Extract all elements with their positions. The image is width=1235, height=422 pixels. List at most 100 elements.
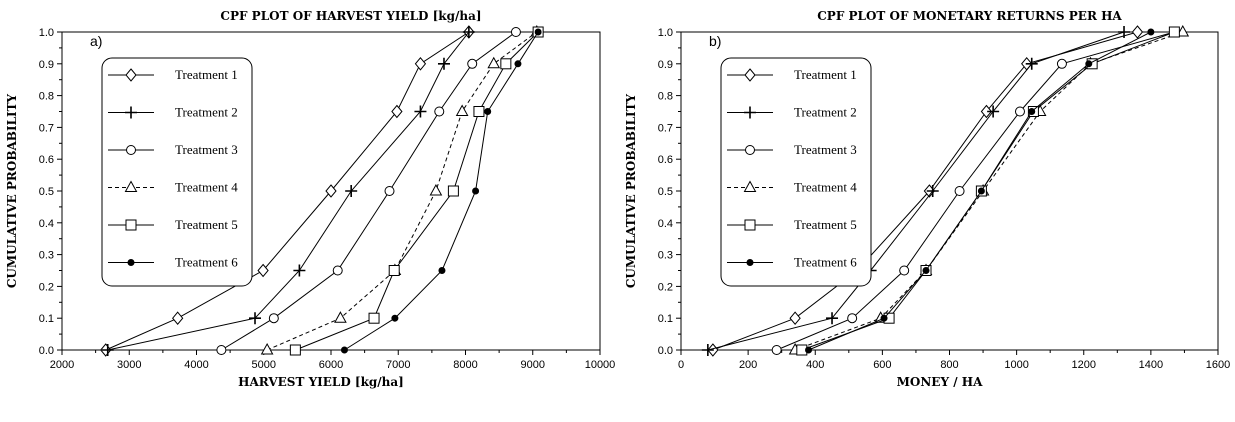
data-point xyxy=(391,104,403,119)
data-point xyxy=(926,185,939,197)
legend-entry: Treatment 1 xyxy=(727,67,857,82)
data-point xyxy=(534,28,542,36)
data-point xyxy=(437,57,450,70)
x-tick-label: 8000 xyxy=(453,359,477,371)
legend-entry: Treatment 2 xyxy=(108,105,238,120)
y-tick-label: 0.1 xyxy=(39,313,54,325)
data-point xyxy=(826,312,839,325)
data-point xyxy=(447,185,459,197)
y-tick-label: 0.3 xyxy=(39,250,54,262)
x-tick-label: 9000 xyxy=(521,359,545,371)
legend-label: Treatment 5 xyxy=(175,217,238,232)
legend-marker xyxy=(744,68,756,82)
legend-label: Treatment 2 xyxy=(175,105,238,120)
legend-marker xyxy=(744,106,756,119)
data-point xyxy=(977,187,985,195)
data-point xyxy=(701,344,714,356)
legend-marker xyxy=(126,145,136,155)
y-tick-label: 0.4 xyxy=(39,218,54,230)
legend-marker xyxy=(744,219,756,231)
data-point xyxy=(101,344,114,356)
y-tick-label: 0.8 xyxy=(39,91,54,103)
data-point xyxy=(325,184,337,198)
data-point xyxy=(805,346,813,354)
data-point xyxy=(1147,28,1155,36)
y-tick-label: 0.7 xyxy=(658,122,673,134)
data-point xyxy=(899,265,910,276)
x-tick-label: 800 xyxy=(940,359,958,371)
x-tick-label: 10000 xyxy=(585,359,616,371)
data-point xyxy=(332,265,343,276)
y-tick-label: 0.9 xyxy=(658,59,673,71)
data-point xyxy=(1131,25,1144,39)
data-point xyxy=(368,312,380,324)
y-tick-label: 0.4 xyxy=(658,218,673,230)
series-treatment-2 xyxy=(101,26,475,356)
data-point xyxy=(414,105,427,118)
legend-box xyxy=(720,57,872,287)
legend-label: Treatment 3 xyxy=(175,142,238,157)
legend-label: Treatment 1 xyxy=(175,67,238,82)
x-tick-label: 1600 xyxy=(1206,359,1230,371)
y-tick-label: 0.7 xyxy=(39,122,54,134)
data-point xyxy=(922,267,930,274)
data-point xyxy=(434,106,445,117)
data-point xyxy=(429,183,443,196)
legend-entry: Treatment 4 xyxy=(108,180,238,195)
data-point xyxy=(260,342,274,355)
data-point xyxy=(289,344,301,356)
data-point xyxy=(500,58,512,70)
data-point xyxy=(1014,106,1025,117)
chart-title: CPF PLOT OF HARVEST YIELD [kg/ha] xyxy=(220,9,481,23)
data-point xyxy=(514,60,522,68)
data-point xyxy=(172,311,184,325)
legend-label: Treatment 6 xyxy=(794,255,857,270)
panel-label: a) xyxy=(90,33,102,49)
panel-harvest-yield: CPF PLOT OF HARVEST YIELD [kg/ha] a) 2000 3… xyxy=(5,9,615,389)
y-tick-label: 0.1 xyxy=(658,313,673,325)
y-tick-label: 0.8 xyxy=(658,91,673,103)
data-point xyxy=(268,313,279,324)
legend-label: Treatment 1 xyxy=(794,67,857,82)
data-point xyxy=(257,263,269,278)
series-treatment-6 xyxy=(340,28,542,354)
series-line xyxy=(221,31,517,351)
legend-entry: Treatment 2 xyxy=(727,105,857,120)
y-tick-label: 1.0 xyxy=(39,27,54,39)
data-point xyxy=(980,104,993,119)
y-tick-label: 0.6 xyxy=(658,154,673,166)
data-point xyxy=(1025,57,1038,70)
legend: Treatment 1 Treatment 2 Treatment 3 Treatme… xyxy=(101,57,253,287)
x-tick-label: 1000 xyxy=(1004,359,1028,371)
data-point xyxy=(847,313,858,324)
legend: Treatment 1 Treatment 2 Treatment 3 Treatme… xyxy=(720,57,872,287)
y-tick-label: 0.9 xyxy=(39,59,54,71)
data-point xyxy=(771,345,782,355)
data-point xyxy=(1056,58,1067,69)
legend-entry: Treatment 6 xyxy=(727,255,857,270)
data-point xyxy=(1118,26,1131,38)
x-tick-label: 1200 xyxy=(1072,359,1096,371)
data-point xyxy=(1176,24,1190,37)
data-point xyxy=(789,311,801,325)
data-point xyxy=(987,105,1000,118)
legend-entry: Treatment 1 xyxy=(108,67,238,82)
legend-entry: Treatment 4 xyxy=(727,180,857,195)
data-point xyxy=(487,56,501,69)
legend-marker xyxy=(745,145,755,155)
legend-marker xyxy=(746,259,754,266)
series-treatment-4 xyxy=(260,24,544,355)
data-point xyxy=(438,267,446,274)
x-tick-label: 400 xyxy=(806,359,824,371)
legend-marker xyxy=(127,259,135,266)
x-tick-label: 6000 xyxy=(319,359,343,371)
chart-title: CPF PLOT OF MONETARY RETURNS PER HA xyxy=(817,9,1122,23)
data-point xyxy=(293,264,306,277)
series-treatment-5 xyxy=(289,26,544,356)
data-point xyxy=(484,108,492,115)
legend-label: Treatment 4 xyxy=(794,180,857,195)
series-treatment-6 xyxy=(805,28,1155,354)
y-tick-label: 0.5 xyxy=(658,186,673,198)
